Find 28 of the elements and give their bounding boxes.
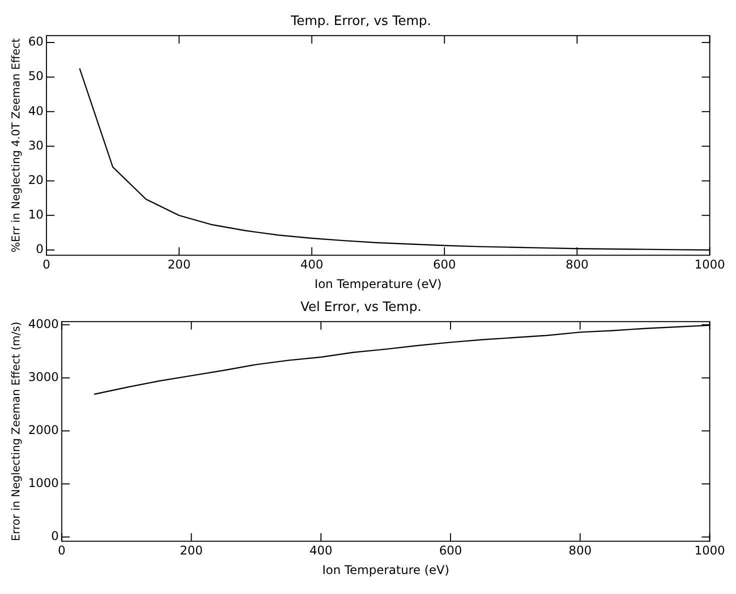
x-tick-label: 1000	[694, 258, 726, 272]
y-tick-label: 3000	[28, 370, 59, 384]
x-tick-label: 400	[309, 544, 332, 558]
x-tick-label: 1000	[694, 544, 726, 558]
y-tick-label: 50	[28, 69, 44, 84]
y-tick-label: 60	[28, 34, 44, 49]
y-tick-label: 0	[36, 242, 44, 256]
y-tick-label: 1000	[28, 476, 59, 490]
x-axis-title: Ion Temperature (eV)	[322, 562, 450, 577]
x-tick-label: 200	[180, 544, 203, 558]
y-axis-title: %Err in Neglecting 4.0T Zeeman Effect	[9, 38, 22, 253]
y-tick-label: 40	[28, 104, 44, 118]
y-tick-label: 0	[51, 529, 59, 544]
y-tick-label: 30	[28, 138, 44, 152]
x-tick-label: 800	[568, 544, 592, 558]
x-tick-label: 400	[300, 258, 324, 272]
x-tick-label: 800	[566, 258, 589, 272]
y-tick-label: 4000	[28, 316, 59, 331]
x-tick-label: 200	[168, 258, 191, 272]
y-tick-label: 2000	[28, 422, 59, 437]
x-axis-title: Ion Temperature (eV)	[314, 276, 442, 291]
x-tick-label: 600	[439, 544, 462, 558]
x-tick-label: 600	[432, 258, 456, 272]
y-tick-label: 10	[28, 208, 44, 222]
chart-title: Temp. Error, vs Temp.	[290, 14, 432, 30]
y-axis-title: Error in Neglecting Zeeman Effect (m/s)	[9, 322, 22, 542]
chart-title: Vel Error, vs Temp.	[300, 300, 422, 316]
y-tick-label: 20	[28, 172, 44, 187]
